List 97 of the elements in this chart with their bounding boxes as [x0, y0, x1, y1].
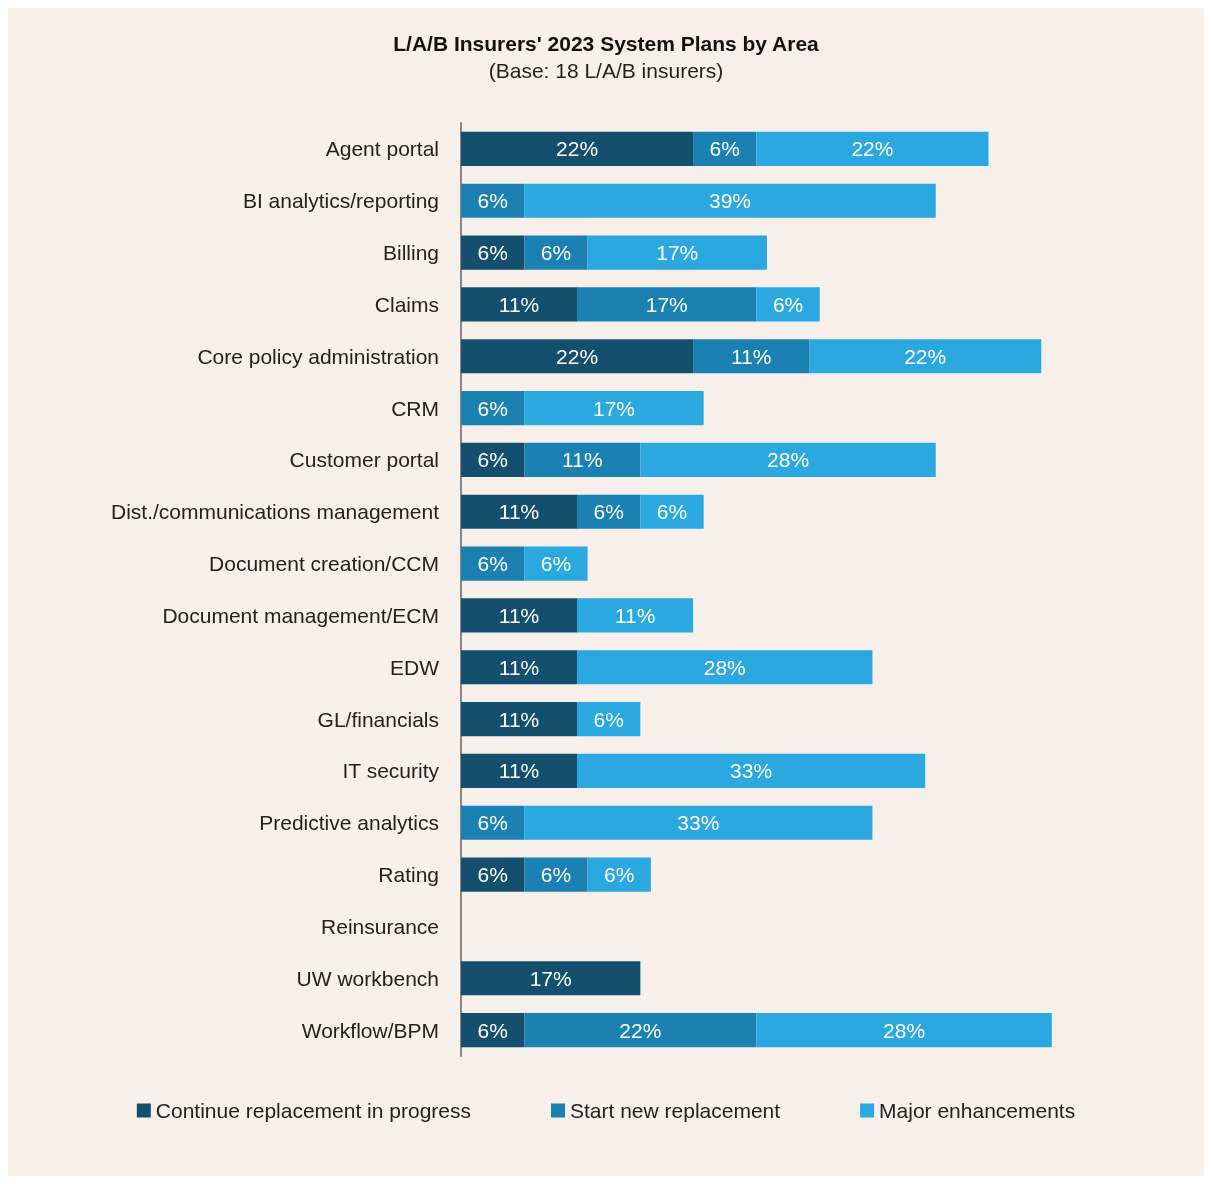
- data-label: 11%: [498, 500, 540, 524]
- bar: [461, 546, 525, 581]
- data-label: 6%: [477, 552, 508, 576]
- data-label: 11%: [498, 707, 540, 731]
- data-label: 6%: [540, 552, 572, 576]
- data-label: 6%: [540, 863, 572, 887]
- data-label: 6%: [709, 137, 740, 161]
- y-tick-label: Customer portal: [289, 448, 439, 472]
- data-label: 39%: [709, 189, 752, 213]
- y-tick-label: Core policy administration: [197, 344, 439, 368]
- data-label: 6%: [477, 189, 508, 213]
- data-label: 33%: [730, 759, 773, 783]
- data-label: 6%: [604, 863, 635, 887]
- bar: [461, 287, 578, 322]
- bar: [577, 598, 694, 633]
- data-label: 11%: [498, 603, 540, 627]
- data-label: 6%: [656, 500, 688, 524]
- data-label: 6%: [477, 396, 508, 420]
- data-label: 22%: [851, 137, 894, 161]
- bar: [524, 857, 588, 892]
- data-label: 11%: [498, 655, 540, 679]
- bar: [524, 546, 588, 581]
- chart-title: L/A/B Insurers' 2023 System Plans by Area: [393, 32, 820, 55]
- data-label: 6%: [540, 241, 572, 265]
- bar: [461, 339, 694, 374]
- data-label: 22%: [619, 1018, 662, 1042]
- bar: [461, 753, 578, 789]
- bar: [587, 857, 651, 892]
- bar: [461, 235, 525, 270]
- y-tick-label: CRM: [391, 396, 439, 420]
- bar: [524, 390, 704, 426]
- bar: [524, 183, 936, 218]
- data-label: 33%: [677, 811, 720, 835]
- bar: [756, 131, 989, 167]
- bar: [577, 753, 926, 789]
- data-label: 11%: [498, 759, 540, 783]
- data-label: 6%: [477, 241, 508, 265]
- data-label: 17%: [592, 396, 635, 420]
- bar: [577, 287, 757, 322]
- bar: [577, 650, 873, 685]
- bar: [640, 442, 936, 478]
- bar: [461, 494, 578, 529]
- data-label: 17%: [529, 966, 572, 990]
- data-label: 6%: [593, 500, 624, 524]
- data-label: 6%: [772, 292, 804, 316]
- chart-subtitle: (Base: 18 L/A/B insurers): [488, 59, 724, 82]
- data-label: 17%: [645, 292, 688, 316]
- bar: [461, 131, 694, 167]
- y-tick-label: UW workbench: [296, 966, 439, 990]
- y-tick-label: Reinsurance: [321, 914, 439, 938]
- bar: [693, 339, 810, 374]
- y-tick-label: Document management/ECM: [162, 603, 439, 627]
- bar: [756, 1012, 1052, 1048]
- bar: [524, 235, 588, 270]
- y-tick-label: Agent portal: [325, 137, 439, 161]
- data-label: 6%: [477, 863, 508, 887]
- data-label: 11%: [730, 344, 772, 368]
- y-tick-label: Claims: [374, 292, 439, 316]
- data-label: 28%: [767, 448, 810, 472]
- data-label: 6%: [593, 707, 624, 731]
- data-label: 28%: [703, 655, 746, 679]
- bar: [524, 805, 873, 840]
- y-tick-label: Billing: [382, 241, 439, 265]
- bar: [461, 961, 641, 996]
- bar: [461, 650, 578, 685]
- legend-label: Major enhancements: [879, 1099, 1076, 1122]
- data-label: 6%: [477, 811, 508, 835]
- y-tick-label: BI analytics/reporting: [242, 189, 439, 213]
- data-label: 6%: [477, 448, 508, 472]
- bar: [640, 494, 704, 529]
- bar: [809, 339, 1042, 374]
- data-label: 11%: [614, 603, 656, 627]
- data-label: 11%: [562, 448, 603, 472]
- data-label: 17%: [656, 241, 699, 265]
- data-label: 22%: [904, 344, 947, 368]
- data-label: 22%: [556, 344, 599, 368]
- legend-label: Start new replacement: [569, 1099, 781, 1122]
- bar: [461, 598, 578, 633]
- bar: [524, 442, 641, 478]
- y-tick-label: GL/financials: [317, 707, 439, 731]
- bar: [461, 857, 525, 892]
- bar: [461, 701, 578, 737]
- y-tick-label: IT security: [342, 759, 440, 783]
- y-tick-label: Document creation/CCM: [209, 552, 439, 576]
- y-tick-label: Workflow/BPM: [301, 1018, 439, 1042]
- bar: [587, 235, 767, 270]
- y-tick-label: Dist./communications management: [111, 500, 440, 524]
- data-label: 6%: [477, 1018, 508, 1042]
- data-label: 22%: [556, 137, 599, 161]
- bar: [756, 287, 820, 322]
- data-label: 28%: [883, 1018, 926, 1042]
- bar: [524, 1012, 757, 1048]
- y-tick-label: EDW: [390, 655, 440, 679]
- y-tick-label: Predictive analytics: [259, 811, 439, 835]
- data-label: 11%: [498, 292, 540, 316]
- y-tick-label: Rating: [378, 863, 439, 887]
- legend-label: Continue replacement in progress: [155, 1099, 471, 1122]
